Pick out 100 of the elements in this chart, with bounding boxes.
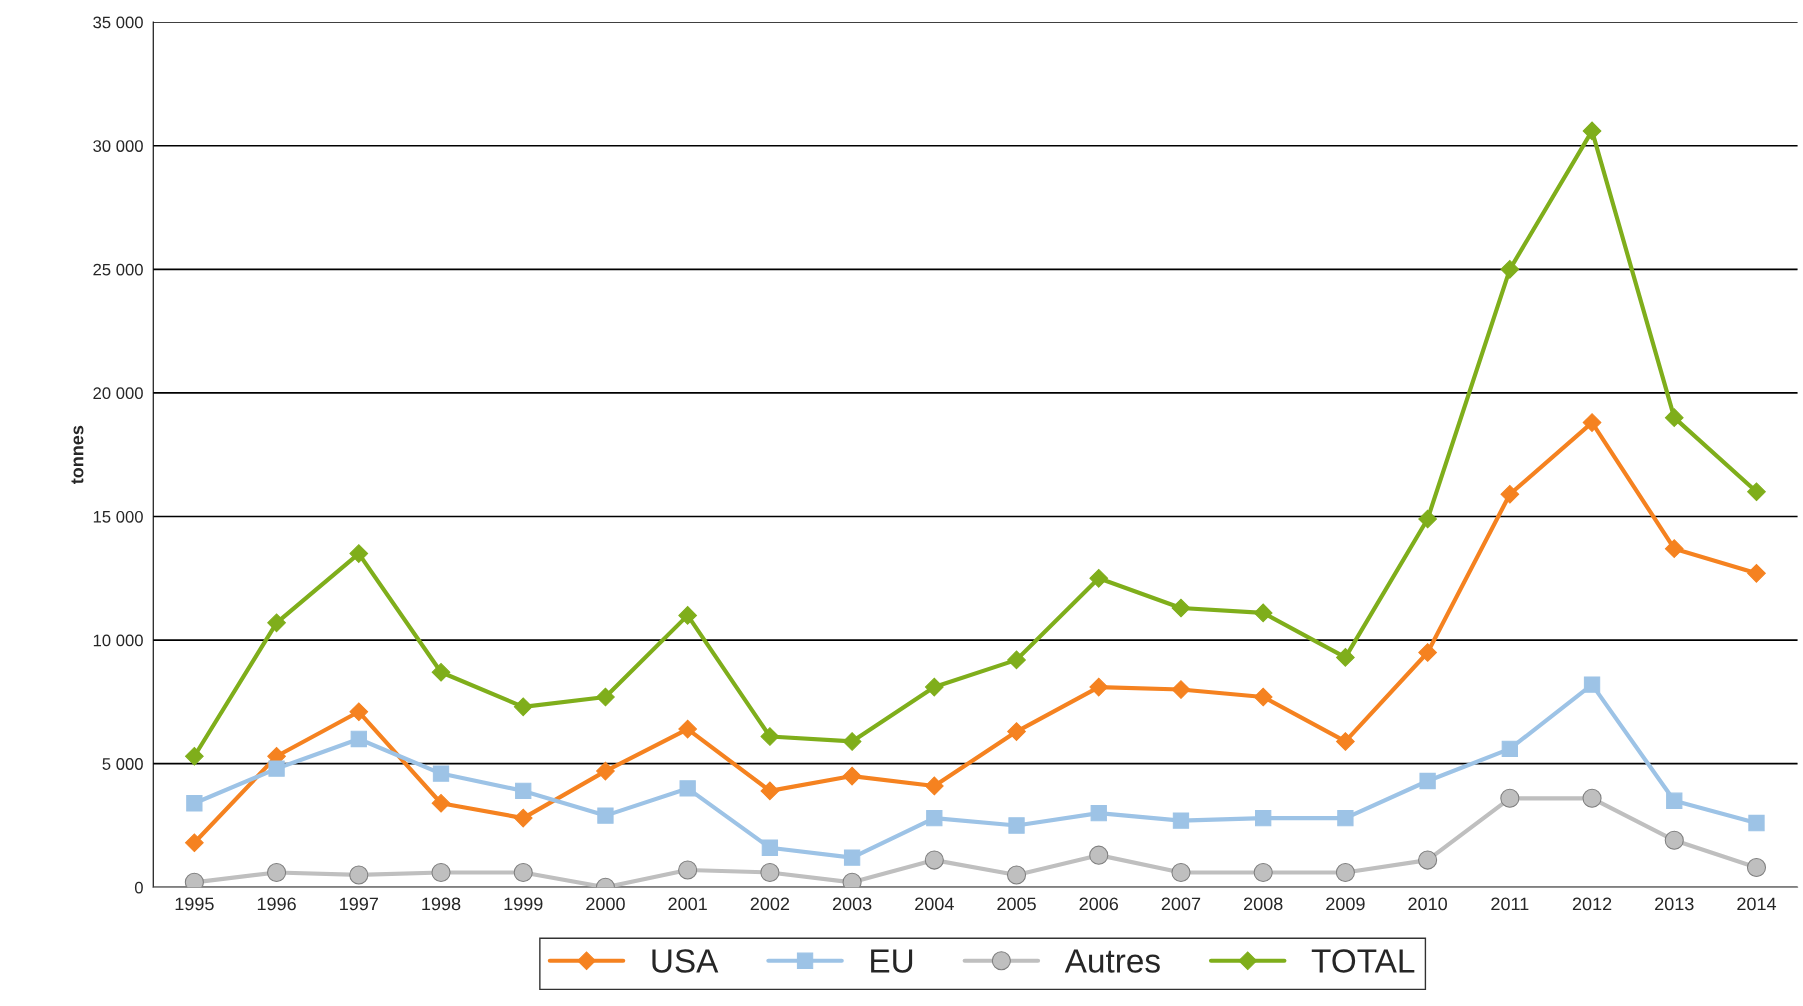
point (1747, 482, 1766, 502)
x-tick-label: 2000 (586, 897, 625, 911)
point (1418, 850, 1438, 870)
point (679, 780, 696, 797)
point (431, 862, 451, 883)
x-tick-label: 2012 (1572, 897, 1612, 911)
x-tick-label: 2001 (668, 897, 707, 911)
point (513, 862, 533, 883)
point (1666, 792, 1683, 809)
point (267, 613, 286, 633)
point (431, 793, 451, 813)
point (842, 732, 862, 751)
point (761, 839, 779, 856)
point (843, 849, 861, 866)
y-tick-label: 0 (134, 881, 143, 894)
point (1500, 484, 1520, 504)
point (1582, 121, 1602, 141)
point (1008, 817, 1025, 834)
point (1007, 650, 1026, 670)
x-tick-label: 2013 (1655, 897, 1694, 911)
point (1500, 788, 1520, 808)
point (1418, 643, 1437, 662)
point (924, 850, 944, 870)
legend-label: USA (652, 949, 719, 973)
point (1501, 740, 1518, 758)
point (1253, 862, 1273, 883)
point (1006, 865, 1027, 885)
point (1090, 804, 1107, 822)
point (1089, 845, 1109, 865)
point (1336, 732, 1355, 751)
y-tick-label: 20 000 (93, 387, 143, 400)
point (1007, 722, 1026, 741)
point (924, 677, 944, 697)
point (1172, 812, 1190, 829)
point (1582, 788, 1602, 808)
point (1337, 809, 1354, 827)
point (1253, 687, 1273, 707)
point (1664, 408, 1684, 427)
x-tick-label: 2014 (1737, 897, 1777, 911)
point (926, 809, 943, 827)
point (350, 730, 367, 748)
point (760, 727, 780, 746)
x-tick-label: 2008 (1244, 897, 1283, 911)
point (1255, 809, 1272, 827)
x-tick-label: 2009 (1326, 897, 1365, 911)
x-tick-label: 2004 (915, 897, 954, 911)
point (1171, 680, 1191, 699)
x-tick-label: 1999 (504, 897, 543, 911)
y-tick-label: 35 000 (93, 16, 143, 29)
point (1664, 830, 1684, 850)
x-tick-label: 2003 (832, 897, 872, 911)
y-tick-label: 5 000 (102, 758, 143, 770)
x-tick-label: 2002 (750, 897, 790, 911)
point (924, 776, 944, 796)
point (678, 719, 698, 739)
point (1746, 857, 1767, 878)
point (842, 766, 862, 786)
point (1583, 676, 1601, 693)
point (431, 662, 451, 682)
point (1747, 564, 1766, 583)
point (185, 746, 204, 766)
point (1253, 603, 1273, 623)
point (760, 781, 780, 801)
x-tick-label: 2011 (1491, 897, 1529, 911)
y-axis-title: tonnes (71, 425, 84, 485)
x-tick-label: 2010 (1408, 897, 1447, 911)
point (760, 862, 780, 883)
x-tick-label: 2005 (997, 897, 1036, 911)
point (1664, 539, 1684, 558)
point (349, 702, 369, 722)
x-tick-label: 1997 (340, 897, 378, 911)
point (596, 761, 615, 781)
point (1171, 862, 1191, 883)
point (185, 833, 204, 853)
point (267, 862, 287, 883)
legend-label: EU (871, 949, 913, 973)
x-tick-label: 2006 (1079, 897, 1119, 911)
legend-label: TOTAL (1311, 949, 1415, 973)
y-tick-label: 30 000 (93, 140, 143, 152)
point (515, 782, 532, 800)
point (1582, 413, 1602, 432)
x-tick-label: 1995 (175, 897, 214, 911)
point (349, 544, 369, 563)
point (596, 687, 615, 707)
point (1171, 598, 1191, 618)
point (678, 860, 698, 880)
point (1335, 862, 1355, 883)
y-tick-label: 25 000 (93, 263, 143, 276)
point (1336, 648, 1355, 667)
point (432, 765, 450, 782)
point (597, 807, 614, 824)
y-tick-label: 10 000 (93, 634, 143, 647)
legend-label: Autres (1064, 949, 1160, 973)
point (1089, 568, 1109, 588)
point (1500, 259, 1520, 279)
x-tick-label: 1996 (257, 897, 296, 911)
point (1419, 772, 1436, 790)
point (186, 795, 203, 812)
point (678, 606, 698, 625)
point (1748, 814, 1765, 832)
